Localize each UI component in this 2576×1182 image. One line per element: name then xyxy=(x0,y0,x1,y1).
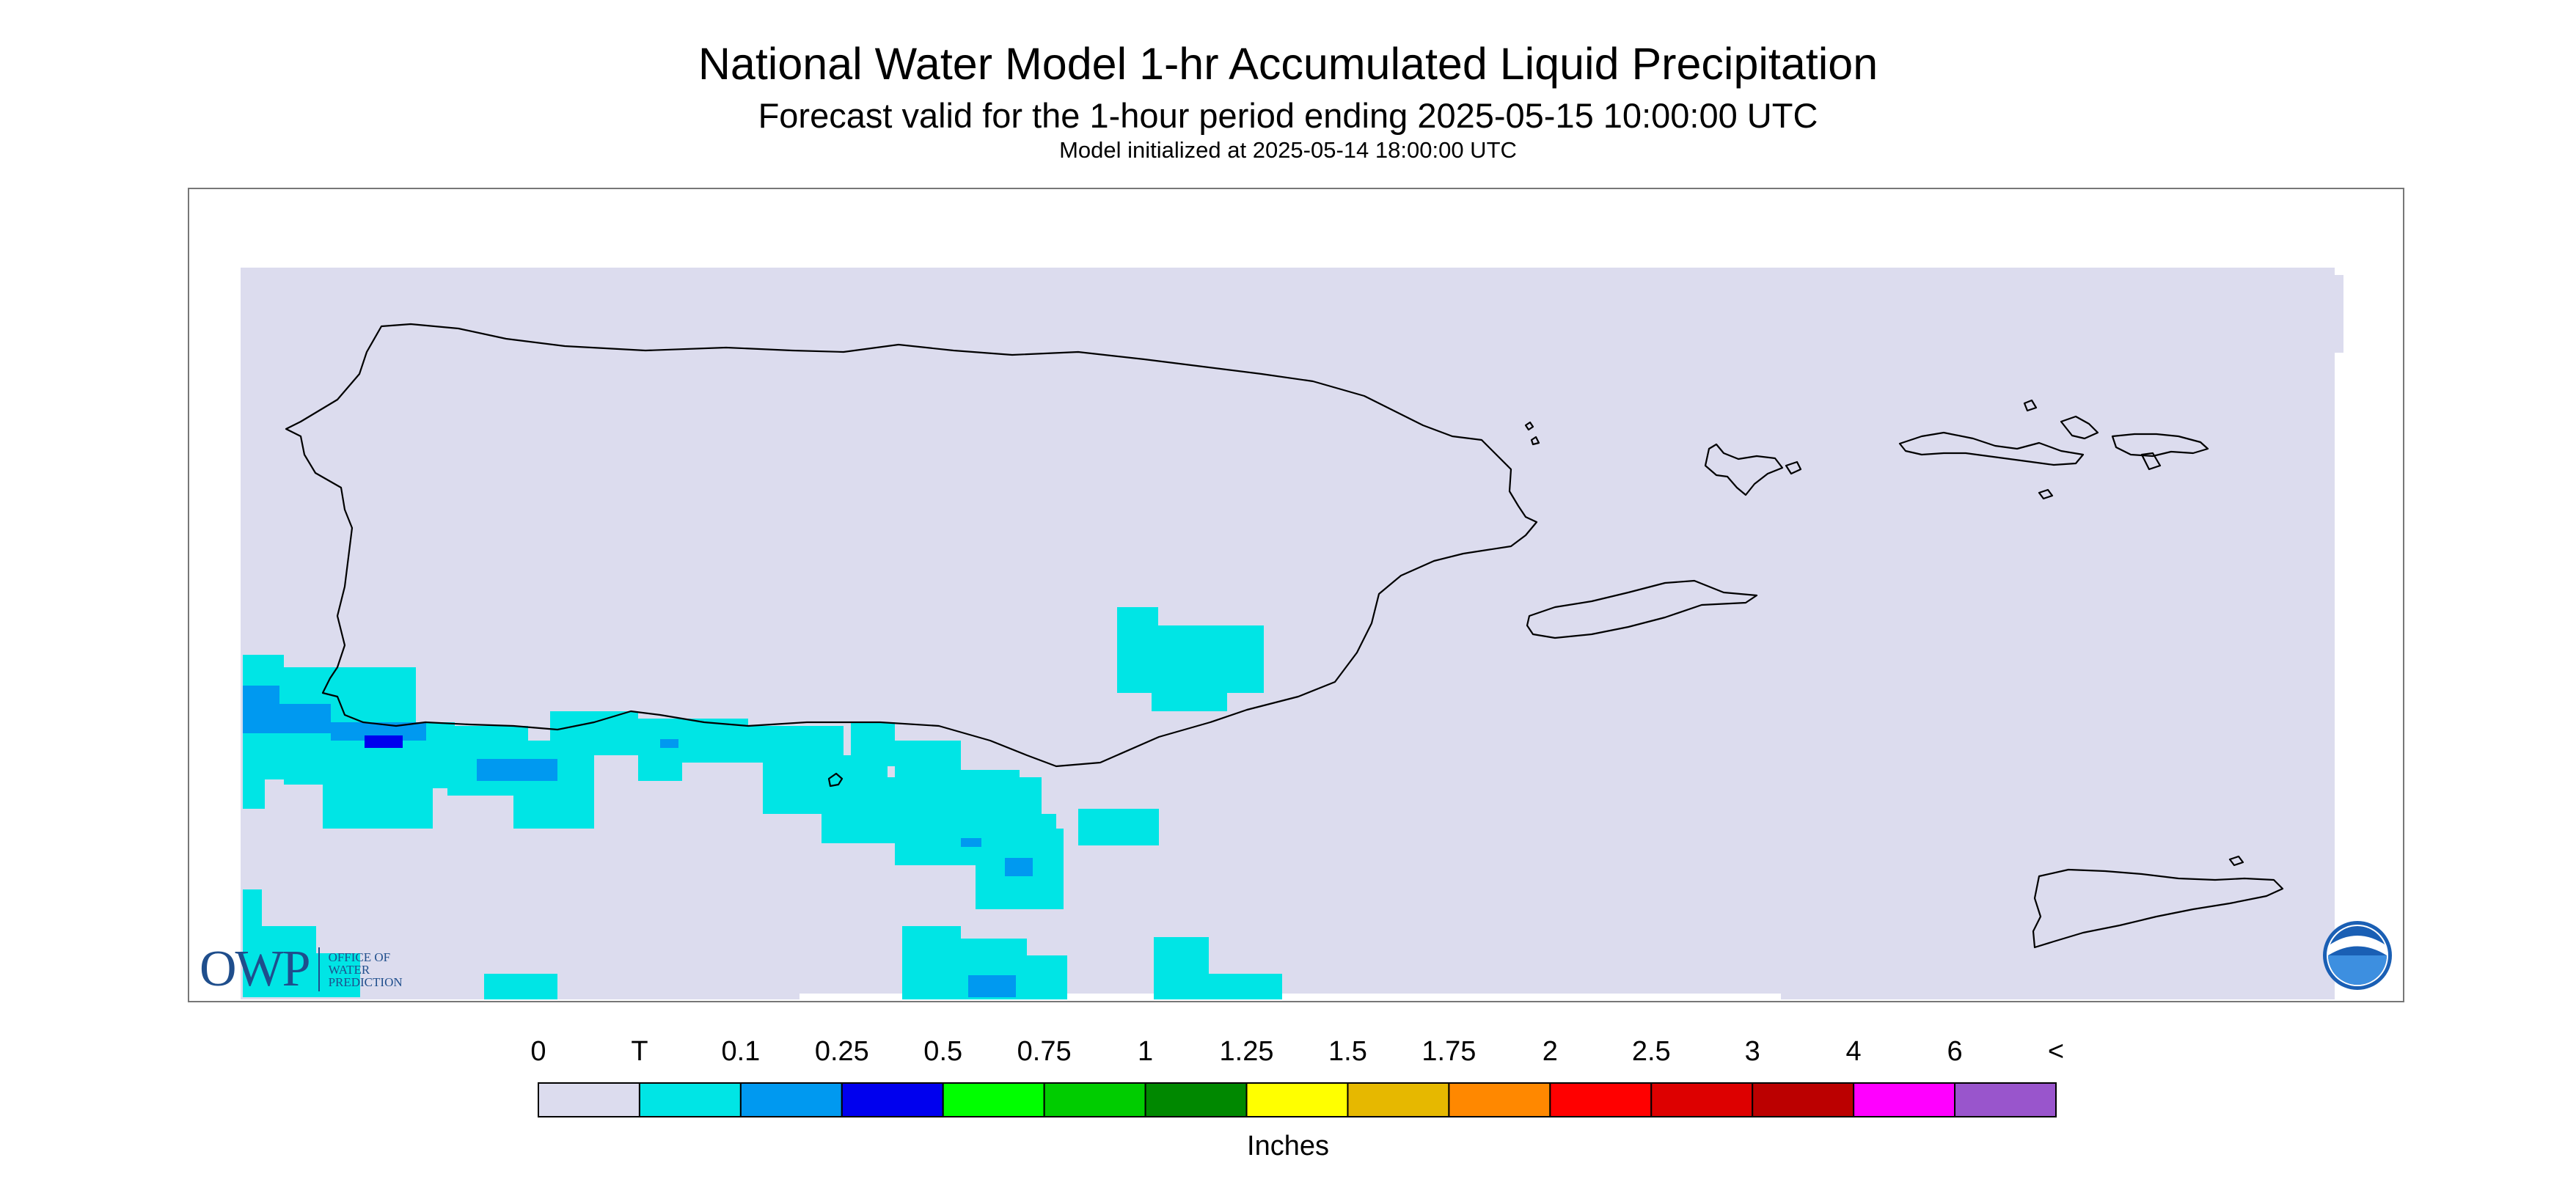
owp-line-1: Office of xyxy=(328,950,391,964)
no-precip-field-edge xyxy=(2335,275,2343,353)
culebra-island xyxy=(1704,443,1784,496)
colorbar-swatch xyxy=(1954,1082,2057,1117)
colorbar-units: Inches xyxy=(1247,1131,1329,1161)
colorbar-swatch xyxy=(1043,1082,1146,1117)
islet-2 xyxy=(1530,436,1540,446)
vieques-island xyxy=(1526,579,1758,639)
colorbar-swatch xyxy=(1245,1082,1349,1117)
colorbar-swatch xyxy=(638,1082,742,1117)
model-init-text: Model initialized at 2025-05-14 18:00:00… xyxy=(1059,137,1517,163)
no-precip-field xyxy=(241,268,2335,999)
colorbar xyxy=(538,1082,2057,1117)
noaa-logo xyxy=(2323,921,2392,990)
owp-logo: OWP Office of Water Prediction xyxy=(200,940,403,999)
colorbar-swatch xyxy=(841,1082,944,1117)
bvi-islet-1 xyxy=(2023,399,2038,412)
owp-line-2: Water xyxy=(328,962,370,977)
mona-island xyxy=(827,772,844,788)
st-john-island xyxy=(2060,415,2099,440)
tortola-island xyxy=(2111,433,2209,458)
colorbar-swatch xyxy=(1448,1082,1551,1117)
colorbar-swatch xyxy=(538,1082,640,1117)
culebrita-islet xyxy=(1524,421,1534,431)
puerto-rico-coast xyxy=(285,323,1538,768)
owp-divider xyxy=(318,947,320,991)
trace-precip-cells xyxy=(243,607,1282,999)
owp-mark: OWP xyxy=(200,941,311,997)
blank-strip xyxy=(799,994,1781,1000)
colorbar-swatch xyxy=(1853,1082,1956,1117)
medium-precip-cells xyxy=(365,735,403,748)
st-thomas-island xyxy=(1898,431,2085,466)
st-croix-island xyxy=(2032,868,2284,949)
colorbar-swatch xyxy=(1650,1082,1754,1117)
colorbar-swatch xyxy=(1752,1082,1855,1117)
bvi-islet-3 xyxy=(2038,488,2054,500)
coastlines xyxy=(285,323,2284,949)
culebra-cay xyxy=(1785,460,1802,475)
owp-full-name: Office of Water Prediction xyxy=(329,951,403,988)
bvi-islet-2 xyxy=(2140,452,2162,471)
colorbar-swatch xyxy=(1549,1082,1653,1117)
colorbar-swatch xyxy=(739,1082,843,1117)
colorbar-swatch xyxy=(1347,1082,1450,1117)
colorbar-swatch xyxy=(942,1082,1045,1117)
colorbar-swatch xyxy=(1144,1082,1248,1117)
map-title: National Water Model 1-hr Accumulated Li… xyxy=(698,39,1878,89)
map-subtitle: Forecast valid for the 1-hour period end… xyxy=(758,96,1818,135)
owp-line-3: Prediction xyxy=(328,974,403,989)
buck-island xyxy=(2228,855,2244,867)
